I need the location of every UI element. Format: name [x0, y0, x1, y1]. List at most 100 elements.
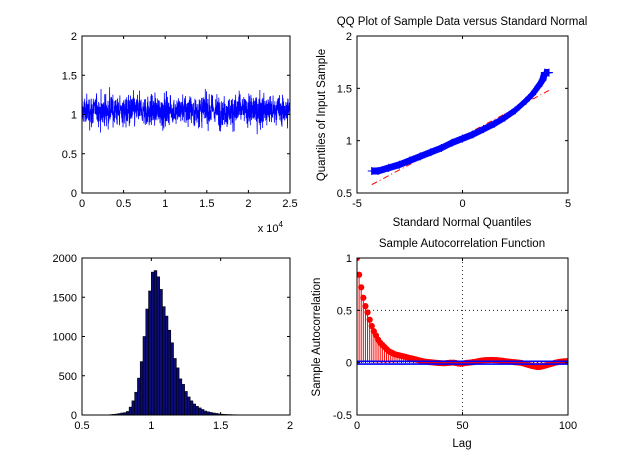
acf-panel: 0 50 100-0.500.51 Sample Autocorrelation F… [311, 238, 577, 450]
histogram-bar [181, 384, 185, 415]
y-tick-label: 0.5 [337, 188, 352, 200]
y-tick-label: 0.5 [337, 305, 352, 317]
x-tick-label: 50 [456, 420, 468, 432]
x-tick-label: 2 [287, 420, 293, 432]
y-tick-label: 1 [346, 253, 352, 265]
y-tick-label: 1.5 [62, 70, 77, 82]
x-tick-label: 0 [79, 198, 85, 210]
qq-point [395, 160, 404, 169]
x-tick-label: 0.5 [116, 198, 131, 210]
qq-plot-panel: -5 0 5 0.5 1 1.5 2 QQ Plot of Sample Data vers… [316, 16, 587, 229]
y-tick-label: 1500 [53, 292, 77, 304]
histogram-plot-area [82, 258, 290, 415]
qq-point [469, 130, 478, 139]
timeseries-x-multiplier: x 104 [258, 220, 284, 235]
acf-marker [358, 284, 365, 291]
x-tick-label: 0.5 [74, 420, 89, 432]
histogram-panel: 0.5 1 1.5 2 0 500 1000 1500 2000 [53, 253, 294, 432]
timeseries-panel: 0 0.5 1 1.5 2 2.5 0 0.5 1 1.5 2 x 104 [62, 31, 298, 235]
histogram-bar [139, 361, 144, 415]
x-tick-label: 1.5 [199, 198, 214, 210]
histogram-bar [203, 410, 208, 415]
histogram-bar [167, 329, 172, 415]
histogram-bar [170, 342, 174, 415]
qq-point [500, 113, 509, 122]
x-tick-label: 2.5 [282, 198, 297, 210]
acf-marker [362, 303, 369, 310]
histogram-bar [148, 290, 152, 415]
histogram-bar [151, 271, 155, 415]
timeseries-line [82, 87, 290, 135]
y-tick-label: -0.5 [333, 410, 352, 422]
y-tick-label: 0 [71, 188, 77, 200]
x-tick-label: 2 [245, 198, 251, 210]
qq-point [426, 148, 435, 157]
qq-point [528, 90, 537, 99]
qq-y-axis-label: Quantiles of Input Sample [316, 49, 328, 181]
histogram-bar [137, 377, 141, 415]
qq-point [521, 96, 530, 105]
acf-x-axis-label: Lag [452, 438, 471, 450]
y-tick-label: 0 [71, 410, 77, 422]
y-tick-label: 1 [346, 136, 352, 148]
qq-point [479, 125, 488, 134]
qq-point [416, 152, 425, 161]
acf-y-axis-label: Sample Autocorrelation [311, 278, 323, 397]
y-tick-label: 0.5 [62, 149, 77, 161]
qq-point [374, 167, 383, 176]
acf-marker [368, 322, 375, 330]
histogram-bar [189, 400, 194, 415]
qq-title: QQ Plot of Sample Data versus Standard N… [337, 16, 588, 28]
qq-point [538, 75, 547, 84]
acf-marker [364, 309, 371, 316]
acf-marker [357, 271, 363, 278]
histogram-bar [131, 400, 135, 415]
histogram-bar [192, 403, 197, 415]
qq-point [490, 119, 499, 128]
acf-marker [357, 258, 361, 262]
histogram-bar [142, 336, 147, 415]
y-tick-label: 1.5 [337, 83, 352, 95]
acf-marker [360, 294, 367, 301]
histogram-bar [153, 270, 158, 415]
histogram-bar [195, 406, 199, 415]
qq-point [437, 143, 446, 152]
qq-point [405, 156, 414, 165]
acf-title: Sample Autocorrelation Function [379, 238, 545, 250]
y-tick-label: 2000 [53, 253, 77, 265]
x-tick-label: -5 [352, 198, 362, 210]
x-tick-label: 1.5 [213, 420, 228, 432]
y-tick-label: 2 [71, 31, 77, 43]
histogram-bar [159, 289, 163, 415]
qq-point [458, 134, 467, 143]
histogram-bar [145, 308, 149, 415]
histogram-bar [198, 407, 202, 415]
y-tick-label: 2 [346, 31, 352, 43]
y-tick-label: 1 [71, 110, 77, 122]
y-tick-label: 0 [346, 358, 352, 370]
histogram-bar [175, 367, 180, 415]
y-tick-label: 500 [59, 371, 77, 383]
histogram-bar [164, 315, 169, 415]
qq-point [384, 163, 393, 172]
qq-point [511, 106, 520, 115]
qq-point [534, 82, 543, 91]
x-tick-label: 0 [459, 198, 465, 210]
acf-marker [366, 316, 373, 323]
histogram-bar [128, 406, 133, 415]
histogram-bar [178, 378, 183, 415]
histogram-bar [156, 276, 160, 415]
histogram-bar [184, 391, 188, 415]
x-tick-label: 1 [148, 420, 154, 432]
y-tick-label: 1000 [53, 332, 77, 344]
acf-plot-area [357, 258, 568, 415]
histogram-bar [162, 306, 166, 415]
histogram-bar [200, 409, 205, 415]
x-tick-label: 100 [559, 420, 577, 432]
histogram-bar [134, 391, 138, 415]
x-tick-label: 1 [162, 198, 168, 210]
qq-x-axis-label: Standard Normal Quantiles [393, 217, 532, 229]
x-tick-label: 5 [565, 198, 571, 210]
x-tick-label: 0 [354, 420, 360, 432]
